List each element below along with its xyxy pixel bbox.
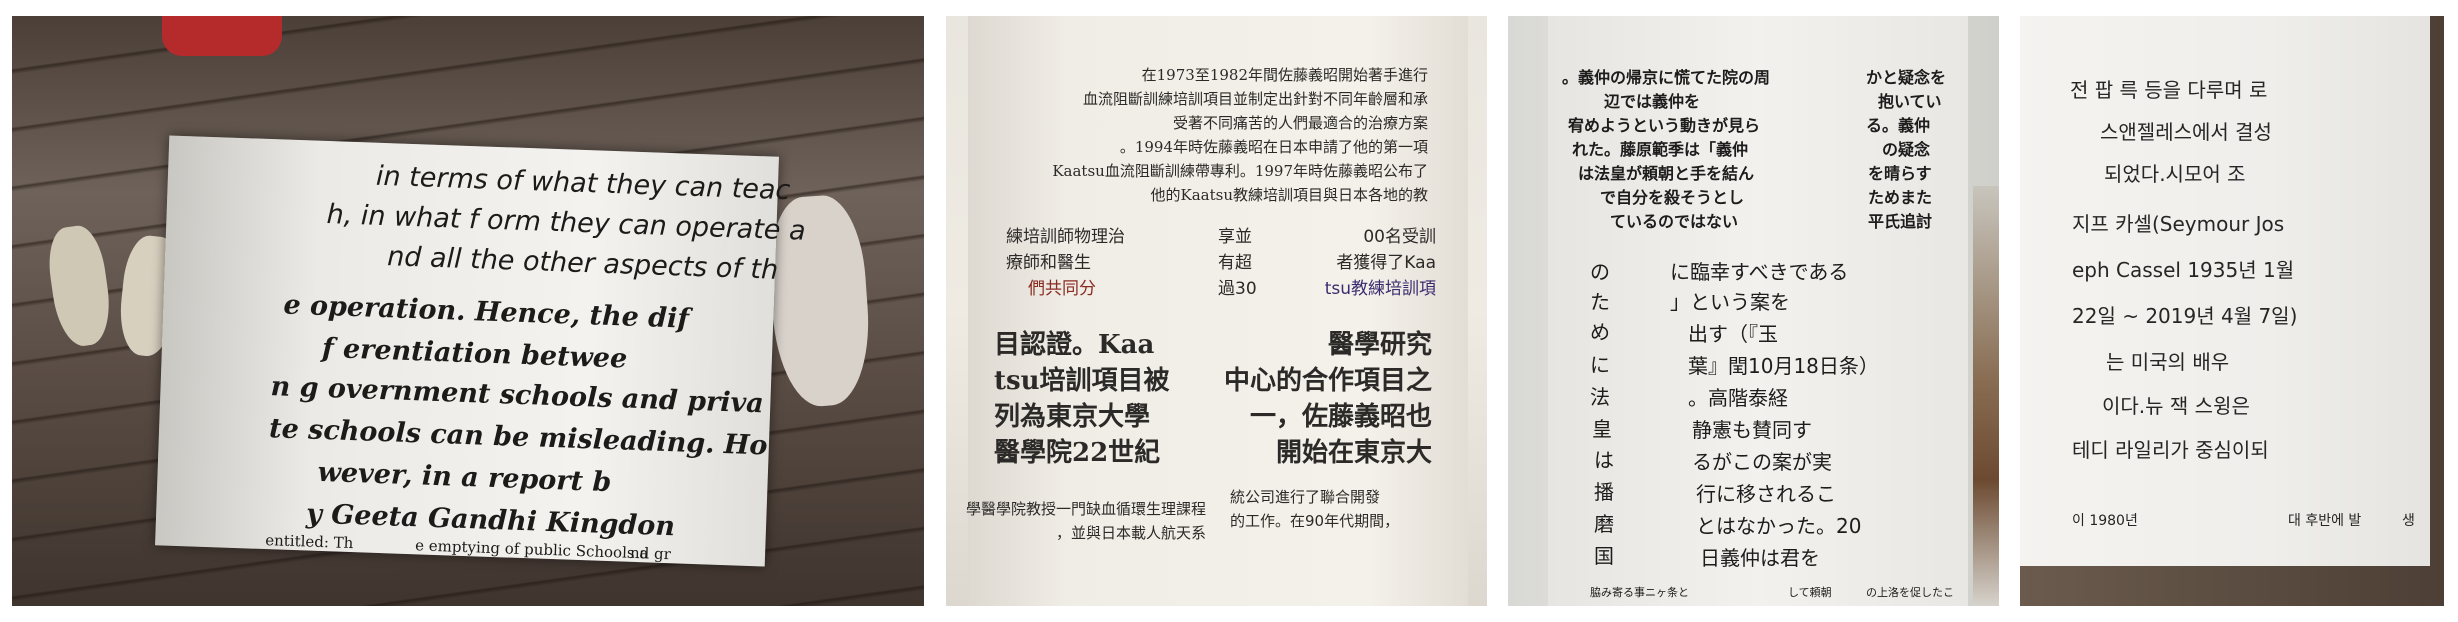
bottom-line: 脇み寄る事ニヶ条と — [1590, 586, 1689, 599]
bold-left-line: 醫學院22世紀 — [994, 438, 1161, 468]
text-line: 平氏追討 — [1868, 212, 1933, 231]
text-line: の疑念 — [1882, 140, 1931, 159]
text-line: 。1994年時佐藤義昭在日本申請了他的第一項 — [1119, 138, 1428, 156]
text-line: 는 미국의 배우 — [2106, 350, 2230, 374]
text-line: nd all the other aspects of th — [386, 241, 779, 286]
vertical-char: 国 — [1594, 544, 1614, 568]
text-line: f erentiation betwee — [321, 332, 628, 375]
text-line: 테디 라일리가 중심이되 — [2072, 438, 2269, 462]
text-line: 。義仲の帰京に慌てた院の周 — [1562, 68, 1771, 87]
bottom-line: して頼朝 — [1788, 586, 1832, 599]
korean-photo-panel: 전 팝 륵 등을 다루며 로 스앤젤레스에서 결성 되었다.시모어 조 지프 카… — [2020, 16, 2444, 606]
bottom-right-line: 統公司進行了聯合開發 — [1230, 488, 1381, 506]
bold-left-line: 列為東京大學 — [994, 402, 1151, 432]
col-a-line: 練培訓師物理治 — [1006, 227, 1125, 247]
text-line: 在1973至1982年間佐藤義昭開始著手進行 — [1141, 66, 1428, 84]
bottom-left-line: 學醫學院教授一門缺血循環生理課程 — [965, 500, 1206, 518]
text-line: 스앤젤레스에서 결성 — [2100, 120, 2272, 144]
text-line: れた。藤原範季は「義仲 — [1572, 140, 1749, 159]
text-line: 他的Kaatsu教練培訓項目與日本各地的教 — [1150, 186, 1428, 204]
text-line: かと疑念を — [1866, 68, 1947, 87]
bold-right-line: 中心的合作項目之 — [1223, 366, 1432, 396]
col-b-line: 過30 — [1218, 279, 1257, 299]
text-line: y Geeta Gandhi Kingdon — [305, 498, 676, 543]
text-line: te schools can be misleading. Ho — [268, 413, 768, 462]
text-line: るがこの案が実 — [1692, 450, 1832, 474]
text-line: 」という案を — [1670, 290, 1790, 314]
boot-left — [43, 222, 116, 350]
text-line: ているのではない — [1610, 212, 1739, 231]
japanese-photo-panel: 。義仲の帰京に慌てた院の周 辺では義仲を 宥めようという動きが見ら れた。藤原範… — [1508, 16, 1999, 606]
text-line: 葉』閏10月18日条） — [1688, 354, 1879, 378]
food-plate-edge — [1973, 186, 1999, 606]
bold-left-line: 目認證。Kaa — [994, 330, 1155, 360]
text-line: 受著不同痛苦的人們最適合的治療方案 — [1172, 114, 1428, 132]
text-line: Kaatsu血流阻斷訓練帶專利。1997年時佐藤義昭公布了 — [1052, 162, 1428, 180]
text-line: 抱いてい — [1878, 92, 1942, 111]
english-photo-panel: in terms of what they can teac h, in wha… — [12, 16, 924, 606]
paper-sheet: 。義仲の帰京に慌てた院の周 辺では義仲を 宥めようという動きが見ら れた。藤原範… — [1548, 16, 1968, 606]
text-line: とはなかった。20 — [1696, 514, 1862, 538]
bottom-line: 이 1980년 — [2072, 513, 2138, 529]
text-line: る。義仲 — [1866, 116, 1931, 135]
text-line: は法皇が頼朝と手を結ん — [1578, 164, 1755, 183]
bold-right-line: 一，佐藤義昭也 — [1249, 402, 1432, 432]
vertical-char: は — [1594, 448, 1614, 472]
text-line: 。高階泰経 — [1688, 386, 1788, 410]
text-line: ためまた — [1868, 188, 1933, 207]
bottom-line: 대 후반에 발 — [2288, 513, 2362, 529]
text-line: に臨幸すべきである — [1670, 260, 1849, 284]
vertical-char: 磨 — [1594, 512, 1614, 536]
text-line: nd gr — [629, 543, 672, 564]
vertical-char: め — [1590, 320, 1610, 344]
text-line: を晴らす — [1868, 164, 1932, 183]
text-line: wever, in a report b — [317, 456, 612, 499]
bold-right-line: 醫學研究 — [1327, 330, 1432, 360]
text-line: 出す（『玉 — [1688, 322, 1778, 346]
text-line: e operation. Hence, the dif — [282, 289, 690, 335]
bottom-right-line: 的工作。在90年代期間， — [1230, 512, 1400, 530]
text-line: entitled: Th — [264, 531, 354, 553]
col-a-line: 療師和醫生 — [1006, 253, 1091, 273]
bold-right-line: 開始在東京大 — [1275, 438, 1432, 468]
text-line: 전 팝 륵 등을 다루며 로 — [2070, 78, 2268, 102]
col-a-line: 們共同分 — [1028, 279, 1096, 299]
vertical-char: 播 — [1594, 480, 1614, 504]
vertical-char: の — [1590, 260, 1610, 284]
paper-sheet: 전 팝 륵 등을 다루며 로 스앤젤레스에서 결성 되었다.시모어 조 지프 카… — [2020, 16, 2430, 566]
vertical-char: 皇 — [1592, 417, 1612, 441]
text-line: in terms of what they can teac — [375, 160, 791, 207]
text-line: 日義仲は君を — [1700, 546, 1820, 570]
paper-sheet: 在1973至1982年間佐藤義昭開始著手進行 血流阻斷訓練培訓項目並制定出針對不… — [965, 16, 1468, 606]
text-line: で自分を殺そうとし — [1600, 188, 1745, 207]
text-line: h, in what f orm they can operate a — [326, 199, 807, 247]
text-line: 되었다.시모어 조 — [2104, 162, 2246, 186]
text-line: 22일 ~ 2019년 4월 7일) — [2072, 304, 2298, 328]
vertical-char: 法 — [1590, 385, 1610, 409]
col-b-line: 享並 — [1218, 227, 1252, 247]
col-c-line: tsu教練培訓項 — [1324, 279, 1436, 299]
bottom-left-line: ，並與日本載人航天系 — [1055, 524, 1206, 542]
col-c-line: 00名受訓 — [1363, 227, 1436, 247]
paper-sheet: in terms of what they can teac h, in wha… — [155, 135, 806, 567]
text-line: eph Cassel 1935년 1월 — [2072, 258, 2295, 282]
bold-left-line: tsu培訓項目被 — [994, 366, 1170, 396]
col-c-line: 者獲得了Kaa — [1336, 253, 1436, 273]
vertical-char: に — [1590, 353, 1610, 377]
col-b-line: 有超 — [1218, 253, 1252, 273]
text-line: n g overnment schools and priva — [270, 371, 765, 420]
text-line: 이다.뉴 잭 스윙은 — [2102, 394, 2250, 418]
bottom-line: 생 — [2402, 513, 2415, 529]
text-line: 宥めようという動きが見ら — [1568, 116, 1761, 135]
text-line: 血流阻斷訓練培訓項目並制定出針對不同年齡層和承 — [1082, 90, 1428, 108]
text-line: 지프 카셀(Seymour Jos — [2072, 212, 2285, 236]
vertical-char: た — [1590, 290, 1610, 314]
red-object — [162, 16, 282, 56]
text-line: 辺では義仲を — [1604, 92, 1701, 111]
text-line: 静憲も賛同す — [1692, 418, 1812, 442]
bottom-line: の上洛を促したこ — [1866, 586, 1954, 599]
chinese-photo-panel: 在1973至1982年間佐藤義昭開始著手進行 血流阻斷訓練培訓項目並制定出針對不… — [946, 16, 1487, 606]
text-line: 行に移されるこ — [1696, 482, 1836, 506]
